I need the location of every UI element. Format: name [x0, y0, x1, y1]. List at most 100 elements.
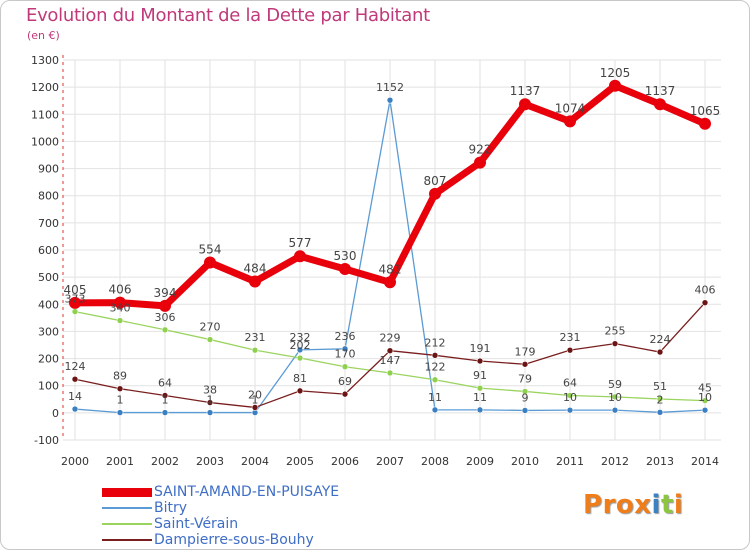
data-label: 38 — [203, 384, 217, 397]
data-label: 179 — [515, 345, 536, 358]
y-tick-label: 100 — [38, 380, 59, 393]
data-label: 191 — [470, 342, 491, 355]
data-point — [699, 117, 711, 130]
data-point — [521, 360, 529, 368]
data-label: 1137 — [510, 84, 541, 98]
legend-swatch — [102, 487, 152, 497]
data-point — [251, 346, 259, 354]
data-point — [206, 399, 214, 406]
x-tick-label: 2013 — [646, 455, 674, 468]
data-point — [474, 156, 486, 169]
data-label: 1 — [117, 394, 124, 407]
y-tick-label: 700 — [38, 217, 59, 230]
y-tick-label: 1000 — [31, 135, 59, 148]
data-label: 91 — [473, 369, 487, 382]
data-point — [654, 98, 666, 111]
data-point — [386, 96, 394, 104]
data-label: 255 — [605, 325, 626, 338]
y-tick-label: 900 — [38, 163, 59, 176]
data-label: 1137 — [645, 84, 676, 98]
data-label: 373 — [65, 293, 86, 306]
data-label: 1152 — [376, 81, 404, 94]
data-label: 2 — [657, 393, 664, 406]
data-label: 340 — [110, 302, 131, 315]
data-label: 81 — [293, 372, 307, 385]
data-point — [656, 409, 664, 416]
data-point — [386, 347, 394, 355]
data-label: 124 — [65, 360, 86, 373]
data-point — [431, 406, 439, 414]
data-label: 69 — [338, 375, 352, 388]
data-label: 89 — [113, 370, 127, 383]
data-point — [701, 299, 709, 306]
data-point — [384, 276, 396, 289]
data-point — [114, 296, 126, 309]
data-label: 236 — [335, 330, 356, 343]
data-point — [611, 393, 619, 401]
chart-title: Evolution du Montant de la Dette par Hab… — [26, 5, 430, 26]
data-point — [206, 409, 214, 416]
data-point — [339, 263, 351, 275]
data-point — [71, 375, 79, 383]
data-label: 202 — [290, 339, 311, 352]
data-point — [566, 346, 574, 354]
data-point — [609, 79, 621, 92]
data-label: 406 — [109, 283, 132, 297]
data-point — [204, 256, 216, 269]
data-point — [161, 326, 169, 334]
data-point — [656, 395, 664, 403]
data-label: 1074 — [555, 101, 586, 115]
data-label: 229 — [380, 332, 401, 345]
legend: SAINT-AMAND-EN-PUISAYE Bitry Saint-Vérain D… — [102, 484, 402, 548]
data-label: 51 — [653, 380, 667, 393]
data-label: 807 — [424, 174, 447, 188]
data-label: 1 — [162, 394, 169, 407]
chart-unit: (en €) — [27, 29, 60, 42]
y-tick-label: 400 — [38, 298, 59, 311]
data-label: 231 — [560, 331, 581, 344]
data-point — [249, 275, 261, 288]
data-point — [564, 115, 576, 128]
data-point — [296, 346, 304, 354]
legend-item: Bitry — [102, 500, 402, 516]
data-label: 11 — [428, 391, 442, 404]
y-tick-label: -100 — [34, 434, 59, 447]
data-label: 224 — [650, 333, 671, 346]
y-tick-label: 1300 — [31, 54, 59, 67]
data-point — [431, 352, 439, 359]
data-label: 64 — [158, 376, 172, 389]
data-label: 64 — [563, 376, 577, 389]
data-point — [521, 407, 529, 414]
data-point — [116, 317, 124, 324]
legend-label: SAINT-AMAND-EN-PUISAYE — [154, 484, 340, 500]
data-point — [476, 406, 484, 414]
x-tick-label: 2006 — [331, 455, 359, 468]
data-label: 59 — [608, 378, 622, 391]
data-point — [71, 308, 79, 315]
data-point — [611, 406, 619, 414]
data-point — [566, 392, 574, 399]
data-point — [69, 296, 81, 309]
data-label: 10 — [563, 391, 577, 404]
data-label: 45 — [698, 382, 712, 395]
x-tick-label: 2002 — [151, 455, 179, 468]
data-label: 1205 — [600, 66, 631, 80]
legend-item: Dampierre-sous-Bouhy — [102, 532, 402, 548]
x-tick-label: 2005 — [286, 455, 314, 468]
data-point — [521, 388, 529, 395]
data-point — [71, 405, 79, 413]
legend-swatch — [102, 523, 152, 525]
data-label: 406 — [695, 284, 716, 297]
data-label: 231 — [245, 331, 266, 344]
x-tick-label: 2000 — [61, 455, 89, 468]
data-point — [431, 376, 439, 384]
data-label: 11 — [473, 391, 487, 404]
data-point — [429, 187, 441, 200]
y-tick-label: 600 — [38, 244, 59, 257]
x-tick-label: 2007 — [376, 455, 404, 468]
data-point — [341, 363, 349, 371]
data-point — [296, 387, 304, 395]
data-label: 1065 — [690, 104, 721, 118]
data-label: 394 — [154, 286, 177, 300]
data-label: 405 — [64, 283, 87, 297]
